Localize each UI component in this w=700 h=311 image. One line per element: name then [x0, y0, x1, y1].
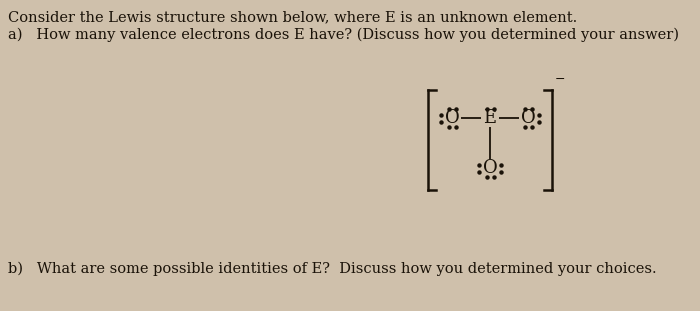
Text: O: O	[444, 109, 459, 127]
Text: O: O	[482, 159, 498, 177]
Text: −: −	[555, 73, 566, 86]
Text: Consider the Lewis structure shown below, where E is an unknown element.: Consider the Lewis structure shown below…	[8, 10, 578, 24]
Text: E: E	[484, 109, 496, 127]
Text: b)   What are some possible identities of E?  Discuss how you determined your ch: b) What are some possible identities of …	[8, 262, 657, 276]
Text: a)   How many valence electrons does E have? (Discuss how you determined your an: a) How many valence electrons does E hav…	[8, 28, 679, 42]
Text: O: O	[521, 109, 536, 127]
